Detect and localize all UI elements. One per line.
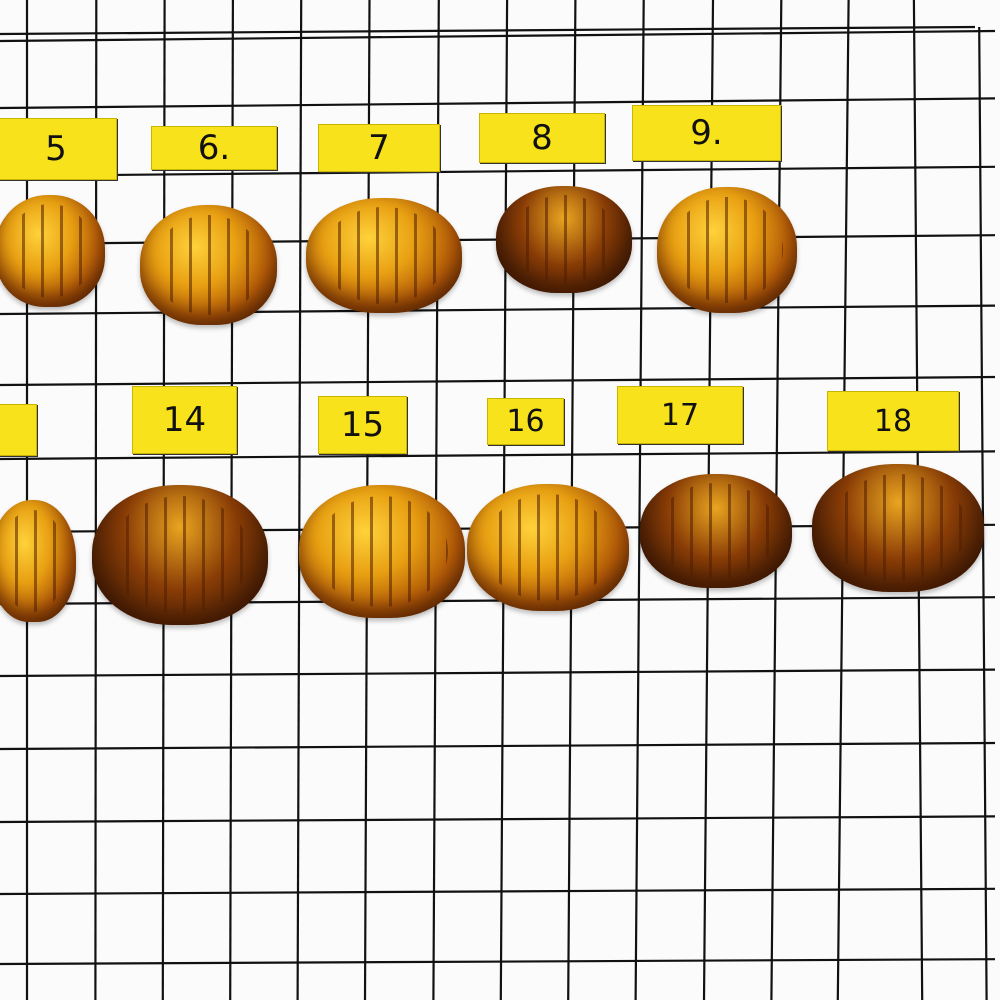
grid-line-vertical [634, 0, 645, 1000]
label-tag: 8 [479, 113, 605, 163]
grid-border-top [0, 25, 976, 36]
label-8: 8 [531, 118, 553, 158]
grid-line-horizontal [0, 668, 996, 678]
label-tag: 9. [632, 105, 781, 161]
label-14: 14 [162, 400, 207, 440]
amber-carving-16 [467, 484, 629, 611]
amber-carving-8 [496, 186, 632, 293]
partial-label-left-bottom [0, 404, 37, 456]
grid-line-horizontal [0, 450, 996, 461]
amber-carving-14 [92, 485, 268, 625]
grid-line-horizontal [0, 29, 996, 43]
grid-line-horizontal [0, 958, 996, 966]
amber-carving-17 [640, 474, 792, 588]
amber-carving-18 [812, 464, 984, 592]
label-16: 16 [506, 404, 545, 439]
label-tag: 18 [827, 391, 959, 451]
label-tag: 17 [617, 386, 743, 444]
label-tag: 14 [132, 386, 237, 454]
grid-line-horizontal [0, 375, 996, 387]
grid-line-vertical [978, 26, 988, 1000]
grid-line-horizontal [0, 815, 996, 824]
label-tag: 6. [151, 126, 277, 170]
label-tag: 15 [318, 396, 407, 454]
grid-line-horizontal [0, 97, 996, 110]
label-tag: 7 [318, 124, 440, 172]
amber-carving-9 [657, 187, 797, 313]
amber-carving-15 [299, 485, 465, 618]
label-tag: 16 [487, 398, 564, 445]
grid-line-horizontal [0, 887, 996, 896]
amber-carving-7 [306, 198, 462, 313]
label-7: 7 [368, 128, 390, 168]
grid-line-vertical [296, 0, 303, 1000]
label-9: 9. [690, 113, 723, 153]
amber-carving-13 [0, 500, 76, 622]
grid-line-horizontal [0, 165, 996, 178]
label-15: 15 [340, 405, 385, 445]
label-6: 6. [197, 128, 231, 168]
partial-label-left-top: 5 [0, 118, 117, 180]
label-5: 5 [45, 129, 67, 169]
label-17: 17 [660, 397, 700, 433]
amber-carving-6 [140, 205, 277, 325]
label-18: 18 [873, 403, 913, 439]
amber-carving-5 [0, 195, 105, 307]
grid-line-horizontal [0, 741, 996, 751]
